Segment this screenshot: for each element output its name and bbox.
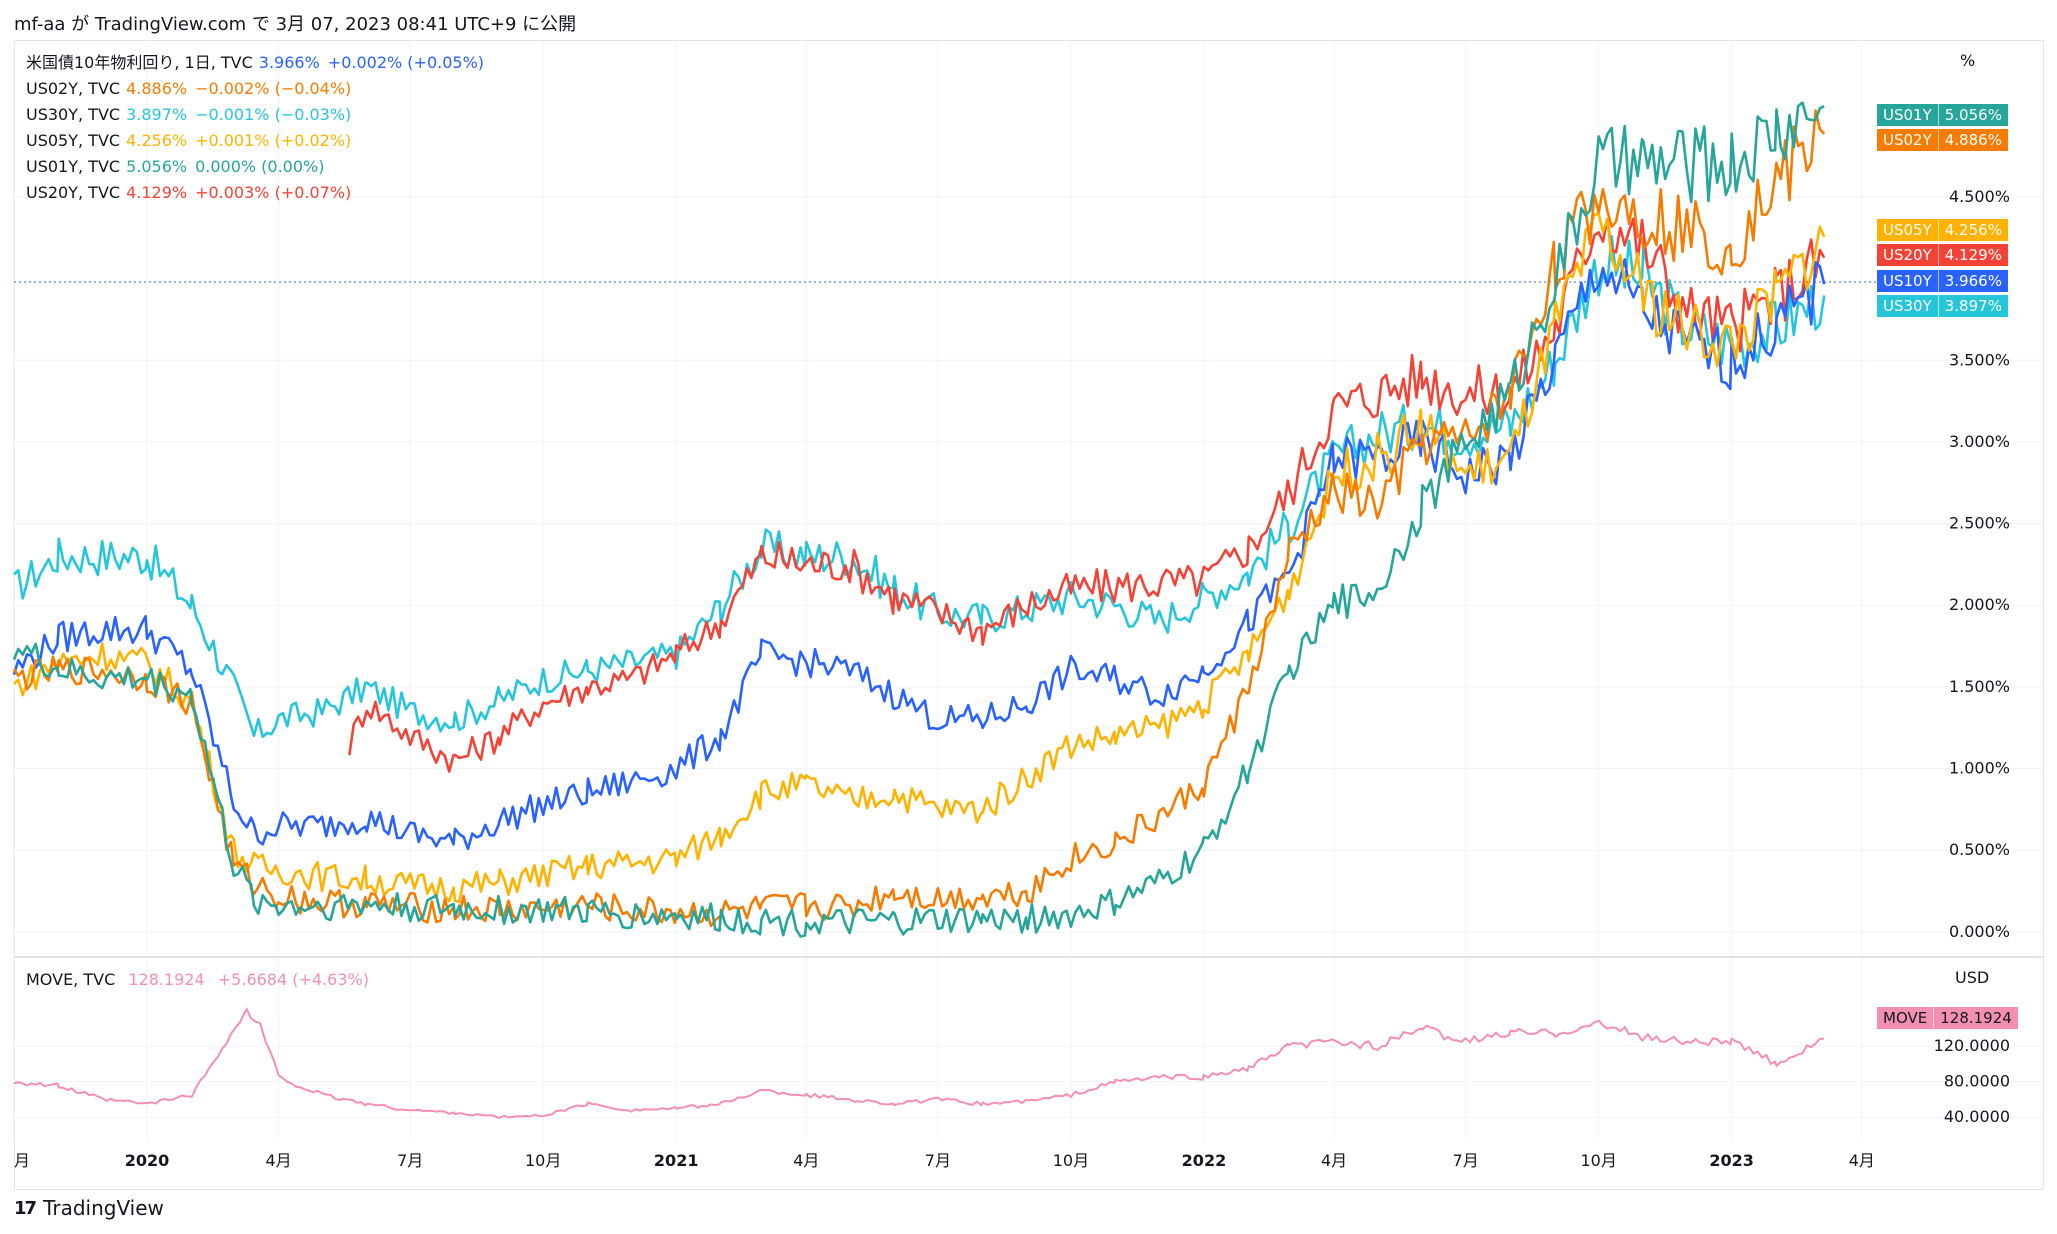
move-y-tick-label: 40.0000: [1944, 1107, 2010, 1126]
price-tag-move: MOVE 128.1924: [1877, 1007, 2018, 1029]
legend-row[interactable]: US30Y, TVC 3.897% −0.001% (−0.03%): [26, 102, 484, 128]
publish-header: mf-aa が TradingView.com で 3月 07, 2023 08…: [14, 14, 577, 35]
move-axis-unit: USD: [1955, 968, 1989, 987]
legend-symbol: 米国債10年物利回り, 1日, TVC: [26, 53, 253, 72]
legend-row[interactable]: US02Y, TVC 4.886% −0.002% (−0.04%): [26, 76, 484, 102]
x-tick-label: 2021: [654, 1151, 699, 1170]
legend-value: 3.966%: [258, 53, 320, 72]
series-legend: 米国債10年物利回り, 1日, TVC 3.966% +0.002% (+0.05%…: [26, 50, 484, 206]
time-axis: 月 2020 4月 7月 10月 2021 4月 7月 10月 2022 4月 7月 10月 2023 4月: [14, 1151, 1875, 1170]
legend-change: −0.002% (−0.04%): [195, 79, 352, 98]
price-tag-us01y: US01Y 5.056%: [1877, 104, 2008, 126]
move-legend-value: 128.1924: [128, 970, 205, 989]
series-line-us01y: [12, 101, 1825, 938]
price-tag-us02y: US02Y 4.886%: [1877, 129, 2008, 151]
price-tag-us10y: US10Y 3.966%: [1877, 270, 2008, 292]
x-tick-label: 10月: [1053, 1151, 1089, 1170]
x-tick-label: 7月: [925, 1151, 951, 1170]
series-line-us02y: [12, 109, 1826, 928]
tradingview-logo-icon: 17: [14, 1197, 37, 1219]
price-tag-us05y: US05Y 4.256%: [1877, 219, 2008, 241]
price-tag-label: MOVE: [1877, 1007, 1935, 1029]
price-axis: 0.000% 0.500% 1.000% 1.500% 2.000% 2.500% 3.00…: [1949, 187, 2010, 941]
price-tag-value: 5.056%: [1944, 106, 2002, 124]
y-tick-label: 4.500%: [1949, 187, 2010, 206]
y-tick-label: 3.500%: [1949, 350, 2010, 369]
footer: 17 TradingView: [14, 1196, 164, 1220]
x-tick-label: 7月: [397, 1151, 423, 1170]
move-legend-change: +5.6684 (+4.63%): [217, 970, 369, 989]
price-tag-label: US30Y: [1877, 295, 1939, 317]
x-tick-label: 4月: [793, 1151, 819, 1170]
legend-value: 5.056%: [126, 157, 188, 176]
price-tag-value: 3.897%: [1944, 297, 2002, 315]
y-tick-label: 2.500%: [1949, 514, 2010, 533]
legend-symbol: US05Y, TVC: [26, 131, 121, 150]
move-y-tick-label: 80.0000: [1944, 1072, 2010, 1091]
x-tick-label: 月: [14, 1151, 30, 1170]
price-tag-label: US01Y: [1877, 104, 1939, 126]
x-tick-label: 2022: [1182, 1151, 1227, 1170]
legend-change: −0.001% (−0.03%): [195, 105, 352, 124]
legend-row[interactable]: US20Y, TVC 4.129% +0.003% (+0.07%): [26, 180, 484, 206]
y-tick-label: 0.000%: [1949, 922, 2010, 941]
move-y-tick-label: 120.0000: [1934, 1036, 2010, 1055]
price-tag-value: 3.966%: [1944, 272, 2002, 290]
y-tick-label: 3.000%: [1949, 432, 2010, 451]
legend-value: 4.886%: [126, 79, 188, 98]
price-tag-value: 128.1924: [1940, 1009, 2012, 1027]
y-tick-label: 1.500%: [1949, 677, 2010, 696]
x-tick-label: 2023: [1709, 1151, 1754, 1170]
series-line-us05y: [13, 212, 1826, 904]
legend-change: +0.003% (+0.07%): [195, 183, 352, 202]
x-tick-label: 10月: [1580, 1151, 1616, 1170]
legend-value: 4.129%: [126, 183, 188, 202]
footer-brand: TradingView: [43, 1196, 164, 1220]
legend-row[interactable]: US01Y, TVC 5.056% 0.000% (0.00%): [26, 154, 484, 180]
legend-change: +0.002% (+0.05%): [327, 53, 485, 72]
y-tick-label: 1.000%: [1949, 759, 2010, 778]
legend-row[interactable]: US05Y, TVC 4.256% +0.001% (+0.02%): [26, 128, 484, 154]
x-tick-label: 4月: [265, 1151, 291, 1170]
yield-series: [12, 101, 1826, 938]
legend-value: 4.256%: [126, 131, 188, 150]
move-legend-name: MOVE, TVC: [26, 970, 116, 989]
legend-symbol: US20Y, TVC: [26, 183, 121, 202]
x-tick-label: 2020: [125, 1151, 170, 1170]
x-tick-label: 4月: [1321, 1151, 1347, 1170]
legend-change: +0.001% (+0.02%): [195, 131, 352, 150]
price-tag-label: US20Y: [1877, 244, 1939, 266]
price-tag-value: 4.886%: [1944, 131, 2002, 149]
price-tag-label: US02Y: [1877, 129, 1939, 151]
move-axis: 40.0000 80.0000 120.0000: [1934, 1036, 2010, 1126]
legend-symbol: US30Y, TVC: [26, 105, 121, 124]
move-series: [13, 1007, 1825, 1119]
price-tag-label: US10Y: [1877, 270, 1939, 292]
legend-value: 3.897%: [126, 105, 188, 124]
legend-row[interactable]: 米国債10年物利回り, 1日, TVC 3.966% +0.002% (+0.05%…: [26, 50, 484, 76]
legend-change: 0.000% (0.00%): [195, 157, 325, 176]
price-tag-us20y: US20Y 4.129%: [1877, 244, 2008, 266]
series-line-us20y: [348, 217, 1826, 773]
legend-symbol: US01Y, TVC: [26, 157, 121, 176]
y-tick-label: 2.000%: [1949, 595, 2010, 614]
price-axis-unit: %: [1960, 51, 1975, 70]
x-tick-label: 10月: [525, 1151, 561, 1170]
price-tag-label: US05Y: [1877, 219, 1939, 241]
legend-symbol: US02Y, TVC: [26, 79, 121, 98]
series-line-move: [13, 1007, 1825, 1119]
series-line-us10y: [12, 258, 1826, 851]
price-tag-value: 4.129%: [1944, 246, 2002, 264]
price-tag-us30y: US30Y 3.897%: [1877, 295, 2008, 317]
price-tag-value: 4.256%: [1944, 221, 2002, 239]
move-legend: MOVE, TVC 128.1924 +5.6684 (+4.63%): [26, 970, 369, 989]
series-line-us30y: [13, 235, 1826, 739]
y-tick-label: 0.500%: [1949, 840, 2010, 859]
x-tick-label: 4月: [1849, 1151, 1875, 1170]
x-tick-label: 7月: [1453, 1151, 1479, 1170]
